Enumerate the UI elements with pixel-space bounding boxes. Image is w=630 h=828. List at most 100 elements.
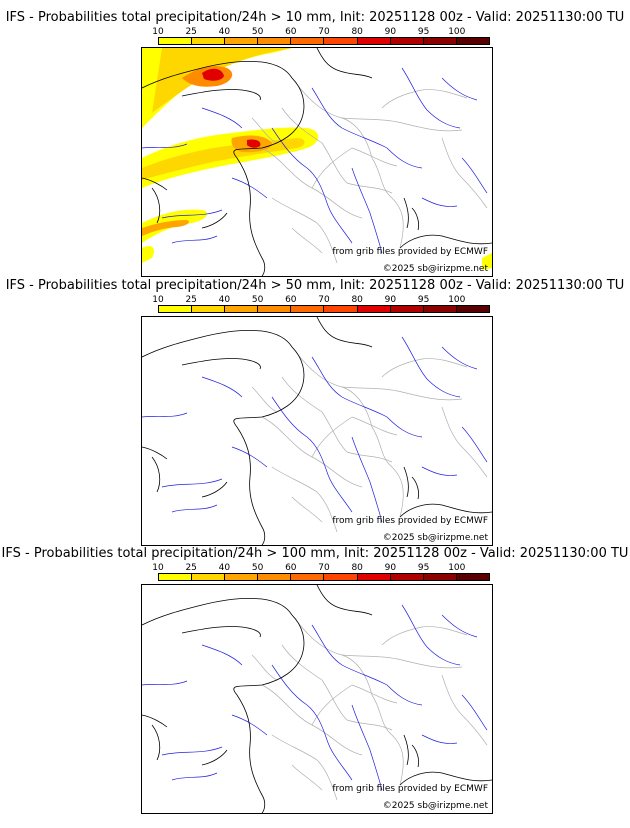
border-line [281, 107, 323, 144]
colorbar-swatch [192, 306, 226, 312]
colorbar-label: 70 [318, 295, 330, 305]
river-line [311, 356, 388, 418]
provider-credit: from grib files provided by ECMWF [332, 247, 488, 257]
colorbar-swatch [159, 574, 193, 580]
border-line [291, 346, 373, 428]
colorbar-swatch [225, 38, 259, 44]
river-line [326, 202, 353, 244]
colorbar-label: 60 [285, 27, 297, 37]
coast-line [316, 48, 338, 71]
colorbar-label: 100 [448, 295, 466, 305]
colorbar-swatch [456, 574, 489, 580]
colorbar-label: 50 [251, 295, 264, 305]
border-line [271, 197, 318, 224]
border-line [341, 654, 463, 669]
precip-map: from grib files provided by ECMWF ©2025 … [141, 316, 493, 546]
border-line [351, 684, 398, 704]
provider-credit: from grib files provided by ECMWF [332, 784, 488, 794]
river-line [461, 694, 488, 731]
border-line [441, 137, 463, 179]
coast-line [142, 329, 293, 358]
river-line [161, 209, 223, 219]
border-line [316, 759, 338, 801]
border-line [251, 386, 278, 413]
colorbar-swatch [324, 38, 358, 44]
coast-line [399, 234, 492, 249]
copyright-credit: ©2025 sb@irizpme.net [382, 533, 488, 543]
colorbar-label: 90 [384, 295, 397, 305]
river-line [142, 680, 188, 686]
colorbar-swatch [324, 306, 358, 312]
colorbar-label: 60 [285, 295, 297, 305]
coast-line [336, 69, 373, 79]
colorbar-swatch [225, 306, 259, 312]
colorbar-label: 70 [318, 27, 330, 37]
map-canvas [142, 317, 492, 545]
border-line [461, 446, 488, 478]
river-line [171, 772, 218, 781]
border-line [381, 89, 423, 109]
river-line [201, 376, 243, 398]
precip-area [152, 48, 292, 113]
border-line [371, 426, 404, 518]
coast-line [236, 694, 266, 813]
border-line [341, 386, 463, 401]
border-line [441, 674, 463, 716]
colorbar-labels: 10 25 40 50 60 70 80 90 95 100 [152, 295, 490, 305]
river-line [386, 684, 423, 706]
river-line [441, 77, 478, 101]
river-line [441, 346, 478, 370]
colorbar-label: 80 [351, 27, 363, 37]
provider-credit: from grib files provided by ECMWF [332, 516, 488, 526]
border-line [316, 222, 338, 264]
colorbar-label: 10 [152, 295, 164, 305]
border-line [316, 491, 338, 533]
colorbar-labels: 10 25 40 50 60 70 80 90 95 100 [152, 27, 490, 37]
border-line [291, 764, 323, 791]
colorbar-swatch [456, 306, 489, 312]
river-line [161, 478, 223, 488]
coast-line [316, 585, 338, 608]
colorbar [158, 305, 490, 313]
colorbar-label: 50 [251, 563, 264, 573]
river-line [441, 614, 478, 638]
coast-line [336, 338, 373, 348]
river-line [461, 426, 488, 463]
coast-line [181, 358, 261, 370]
precip-area [247, 139, 261, 148]
coast-line [151, 187, 161, 224]
precip-map: from grib files provided by ECMWF ©2025 … [141, 47, 493, 277]
coast-line [399, 503, 492, 518]
river-line [326, 739, 353, 781]
border-line [291, 614, 373, 696]
colorbar-label: 60 [285, 563, 297, 573]
map-canvas [142, 48, 492, 276]
colorbar-label: 40 [218, 295, 231, 305]
river-line [421, 734, 458, 744]
colorbar-label: 10 [152, 563, 164, 573]
coast-line [236, 426, 266, 545]
river-line [201, 644, 243, 666]
coast-line [403, 197, 409, 229]
precip-area [142, 220, 189, 236]
border-line [421, 89, 468, 99]
river-line [231, 714, 268, 736]
river-line [171, 235, 218, 244]
colorbar-label: 25 [185, 27, 197, 37]
colorbar-swatch [357, 38, 391, 44]
coast-line [142, 714, 168, 728]
colorbar-label: 95 [417, 563, 430, 573]
river-line [401, 336, 461, 398]
coast-line [336, 606, 373, 616]
river-line [311, 87, 388, 149]
river-line [386, 416, 423, 438]
border-line [311, 147, 353, 189]
border-line [371, 157, 404, 249]
coast-line [411, 476, 420, 500]
border-line [371, 694, 404, 786]
panel-title: IFS - Probabilities total precipitation/… [5, 10, 625, 25]
river-line [421, 197, 458, 207]
border-line [271, 466, 318, 493]
border-line [346, 719, 393, 731]
river-line [401, 67, 461, 129]
